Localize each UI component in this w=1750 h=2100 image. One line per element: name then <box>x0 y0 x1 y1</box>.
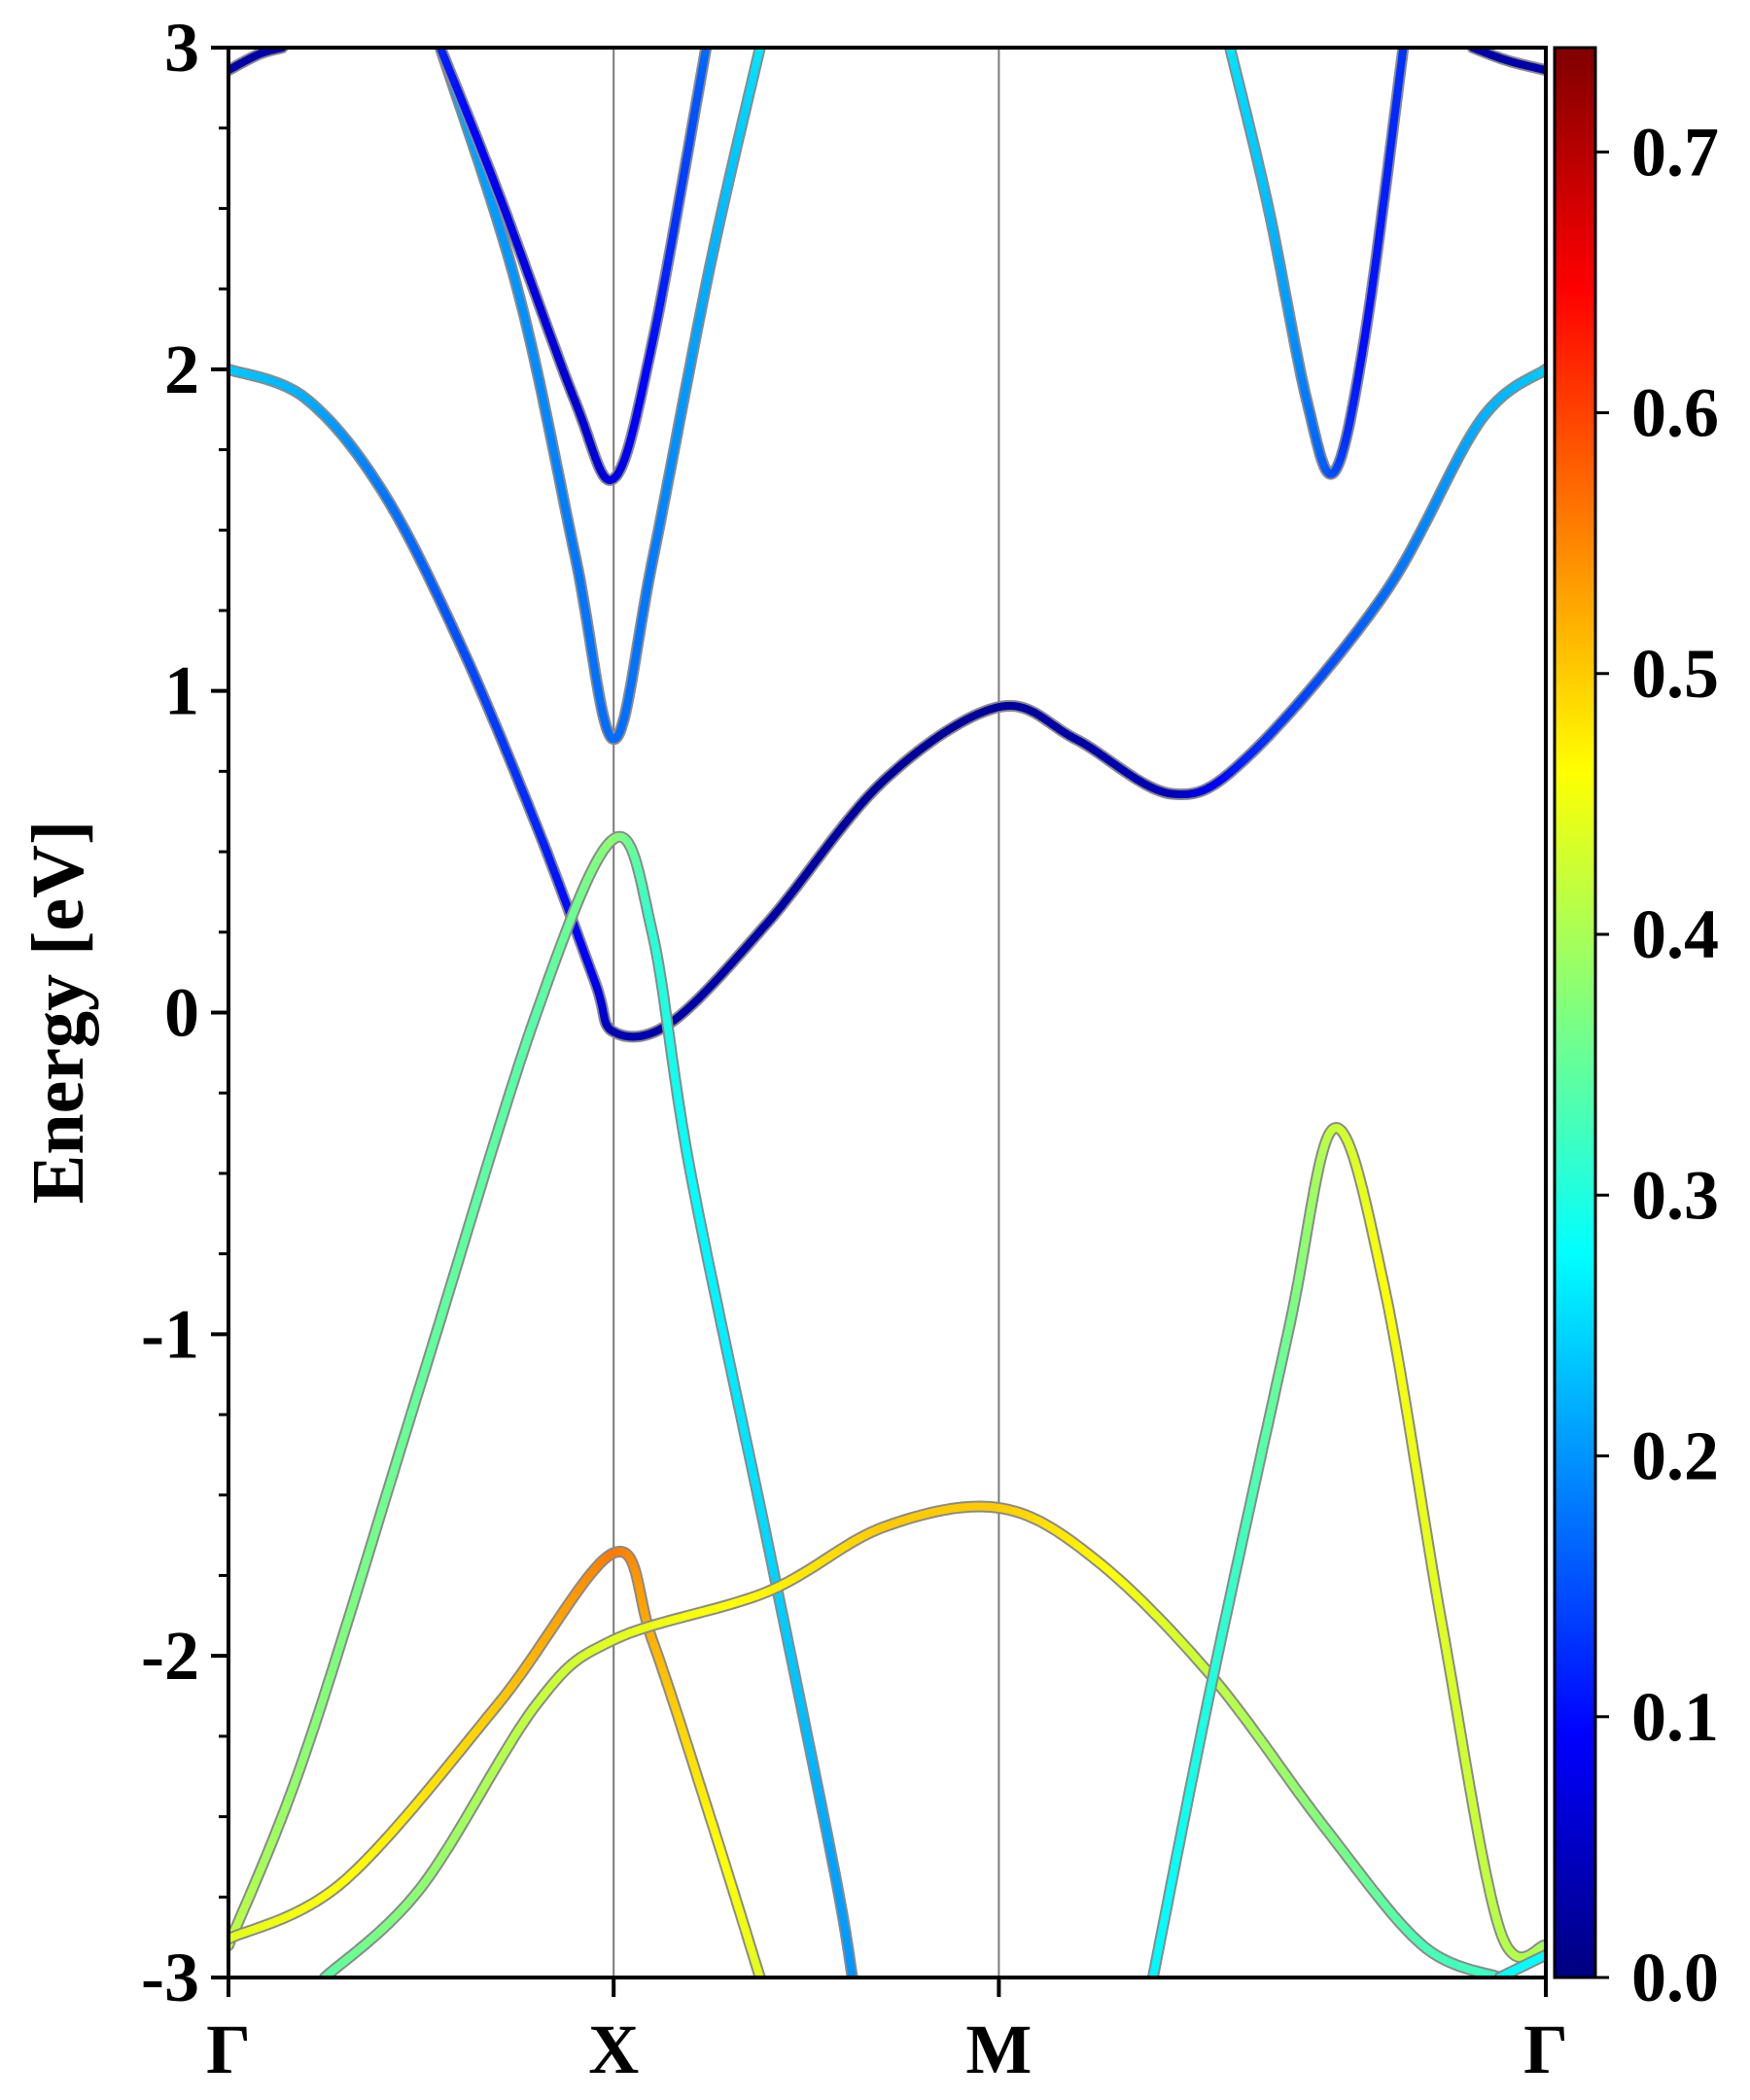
band-8 <box>1146 1122 1546 1978</box>
colorbar-tick-label: 0.1 <box>1631 1678 1719 1756</box>
y-tick-label: -1 <box>141 1295 199 1373</box>
colorbar-ticks: 0.7 0.6 0.5 0.4 0.3 0.2 0.1 0.0 <box>1595 113 1719 2016</box>
x-tick-label: M <box>965 2011 1032 2088</box>
y-axis-label: Energy [eV] <box>18 821 99 1205</box>
plot-frame <box>227 46 1548 1979</box>
y-tick-label: 0 <box>164 974 199 1052</box>
y-tick-label: 2 <box>164 331 199 408</box>
y-tick-label: -2 <box>141 1617 199 1695</box>
y-tick-label: 1 <box>164 652 199 730</box>
band-4 <box>1224 48 1410 480</box>
high-symmetry-lines <box>612 48 1000 1978</box>
band-3 <box>434 48 713 486</box>
colorbar-tick-label: 0.2 <box>1631 1418 1719 1495</box>
colorbar-tick-label: 0.3 <box>1631 1156 1719 1234</box>
band-10 <box>228 48 289 77</box>
colorbar-tick-label: 0.5 <box>1631 635 1719 713</box>
band-7-outline <box>319 1500 1506 1978</box>
colorbar-tick-label: 0.4 <box>1631 895 1719 973</box>
x-tick-label: X <box>588 2011 639 2088</box>
band-7 <box>319 1500 1506 1978</box>
y-axis-ticks: 3 2 1 0 -1 -2 -3 <box>141 9 228 2016</box>
y-tick-label: -3 <box>141 1939 199 2016</box>
band-1 <box>228 363 1546 1043</box>
y-tick-label: 3 <box>164 9 199 87</box>
colorbar-tick-label: 0.6 <box>1631 374 1719 452</box>
colorbar-tick-label: 0.0 <box>1631 1939 1719 2016</box>
x-tick-label: Γ <box>1523 2011 1568 2088</box>
band-6 <box>228 1545 766 1978</box>
colorbar-tick-label: 0.7 <box>1631 113 1719 191</box>
band-1-outline <box>228 363 1546 1043</box>
band-11 <box>1466 48 1546 77</box>
x-tick-label: Γ <box>206 2011 251 2088</box>
band-lines <box>228 48 1546 1978</box>
band-5 <box>228 830 858 1978</box>
colorbar <box>1553 46 1597 1979</box>
